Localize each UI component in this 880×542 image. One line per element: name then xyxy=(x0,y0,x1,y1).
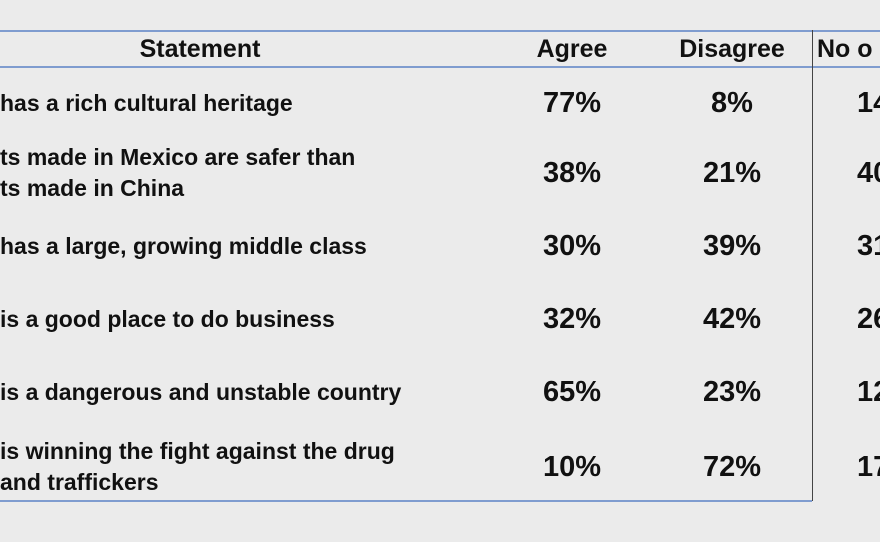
column-divider xyxy=(812,30,813,501)
disagree-cell: 21% xyxy=(702,156,762,189)
statement-line: and traffickers xyxy=(0,469,159,495)
table-row: is winning the fight against the drug and… xyxy=(0,428,880,506)
header-no-opinion: No o xyxy=(817,35,873,63)
statement-cell: is winning the fight against the drug and… xyxy=(0,428,500,506)
agree-cell: 77% xyxy=(542,86,602,119)
disagree-cell: 42% xyxy=(702,302,762,335)
table-row: has a large, growing middle class 30% 39% 3… xyxy=(0,210,880,282)
table-bottom-rule xyxy=(0,500,812,502)
table-row: ts made in Mexico are safer than ts made … xyxy=(0,136,880,210)
statement-line: has a rich cultural heritage xyxy=(0,89,293,116)
statement-line: is a good place to do business xyxy=(0,305,335,332)
statement-line: ts made in Mexico are safer than xyxy=(0,144,356,170)
disagree-cell: 8% xyxy=(711,86,753,119)
statement-cell: has a rich cultural heritage xyxy=(0,70,500,136)
table-row: has a rich cultural heritage 77% 8% 14 xyxy=(0,70,880,136)
agree-cell: 65% xyxy=(542,375,602,408)
table-top-rule xyxy=(0,30,880,32)
table-row: is a good place to do business 32% 42% 26 xyxy=(0,282,880,356)
disagree-cell: 23% xyxy=(702,375,762,408)
statement-cell: has a large, growing middle class xyxy=(0,210,500,282)
no-opinion-cell: 12 xyxy=(857,375,880,408)
no-opinion-cell: 31 xyxy=(857,229,880,262)
agree-cell: 32% xyxy=(542,302,602,335)
header-statement: Statement xyxy=(139,35,261,63)
agree-cell: 38% xyxy=(542,156,602,189)
header-agree: Agree xyxy=(536,35,608,63)
header-disagree: Disagree xyxy=(679,35,785,63)
statement-line: is a dangerous and unstable country xyxy=(0,378,402,405)
agree-cell: 30% xyxy=(542,229,602,262)
no-opinion-cell: 17 xyxy=(857,450,880,483)
no-opinion-cell: 14 xyxy=(857,86,880,119)
statement-line: is winning the fight against the drug xyxy=(0,438,395,464)
statement-line: ts made in China xyxy=(0,175,185,201)
disagree-cell: 72% xyxy=(702,450,762,483)
statement-line: has a large, growing middle class xyxy=(0,232,367,259)
statement-cell: is a good place to do business xyxy=(0,282,500,356)
statement-cell: ts made in Mexico are safer than ts made … xyxy=(0,136,500,210)
no-opinion-cell: 26 xyxy=(857,302,880,335)
agree-cell: 10% xyxy=(542,450,602,483)
no-opinion-cell: 40 xyxy=(857,156,880,189)
disagree-cell: 39% xyxy=(702,229,762,262)
statement-cell: is a dangerous and unstable country xyxy=(0,356,500,428)
table-row: is a dangerous and unstable country 65% 23… xyxy=(0,356,880,428)
header-rule xyxy=(0,66,880,68)
